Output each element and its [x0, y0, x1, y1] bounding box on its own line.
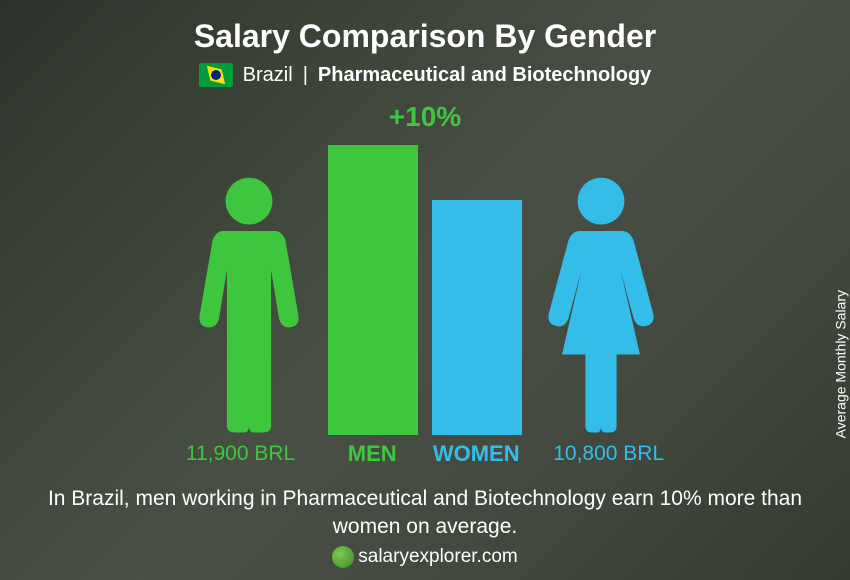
- sector-label: Pharmaceutical and Biotechnology: [318, 64, 651, 87]
- y-axis-label: Average Monthly Salary: [832, 290, 848, 438]
- page-title: Salary Comparison By Gender: [194, 18, 656, 55]
- source-label: salaryexplorer.com: [358, 546, 517, 568]
- men-label: MEN: [327, 441, 417, 467]
- women-bar-col: [432, 105, 522, 435]
- bar-group: +10%: [328, 105, 522, 435]
- women-label: WOMEN: [431, 441, 521, 467]
- male-person-icon: [184, 170, 314, 435]
- male-figure-col: [184, 105, 314, 435]
- female-figure-col: [536, 105, 666, 435]
- infographic-container: Salary Comparison By Gender Brazil | Pha…: [0, 0, 850, 580]
- separator: |: [303, 64, 308, 87]
- brazil-flag-icon: [199, 63, 233, 87]
- women-bar: [432, 200, 522, 435]
- men-bar: [328, 145, 418, 435]
- description-text: In Brazil, men working in Pharmaceutical…: [45, 485, 805, 542]
- country-label: Brazil: [243, 64, 293, 87]
- female-person-icon: [536, 170, 666, 435]
- labels-row: 11,900 BRL MEN WOMEN 10,800 BRL: [186, 441, 664, 467]
- difference-label: +10%: [328, 101, 522, 133]
- subtitle: Brazil | Pharmaceutical and Biotechnolog…: [199, 63, 652, 87]
- chart-area: +10%: [184, 105, 666, 435]
- source-row: salaryexplorer.com: [332, 546, 517, 568]
- women-salary: 10,800 BRL: [553, 442, 664, 466]
- men-salary: 11,900 BRL: [186, 442, 295, 466]
- globe-icon: [332, 546, 354, 568]
- men-bar-col: [328, 105, 418, 435]
